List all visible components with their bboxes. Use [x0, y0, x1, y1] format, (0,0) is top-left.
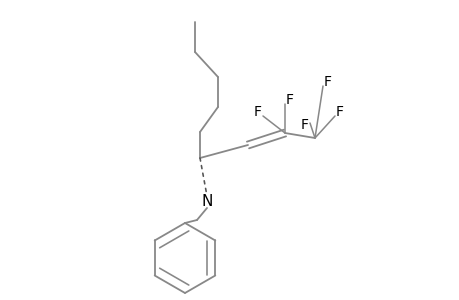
Text: N: N: [201, 194, 212, 209]
Text: F: F: [335, 105, 343, 119]
Text: F: F: [253, 105, 262, 119]
Text: F: F: [323, 75, 331, 89]
Text: F: F: [285, 93, 293, 107]
Text: F: F: [300, 118, 308, 132]
